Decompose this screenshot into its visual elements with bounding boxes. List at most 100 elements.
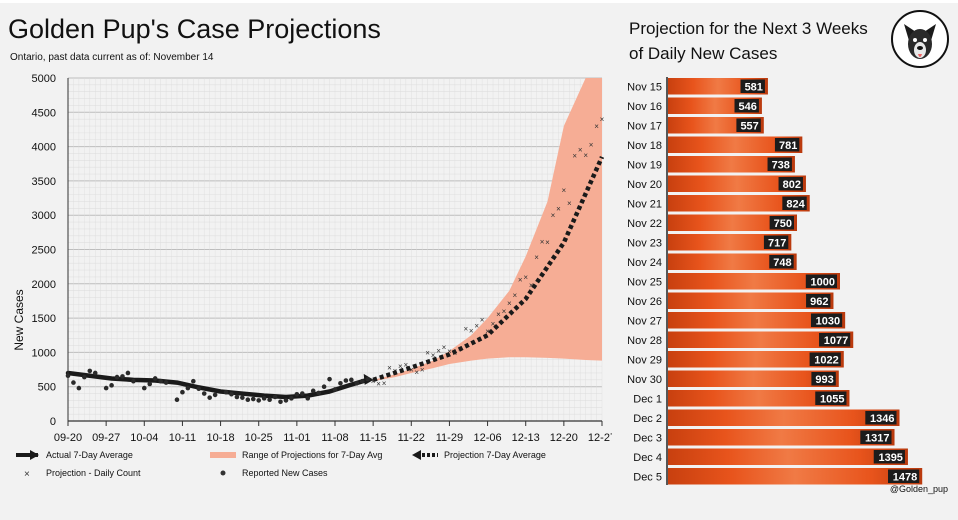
bar-value-box bbox=[769, 216, 794, 230]
reported-point bbox=[294, 391, 300, 397]
projection-daily-point: × bbox=[502, 307, 507, 316]
bar-value-label: 962 bbox=[810, 296, 828, 308]
y-tick-label: 0 bbox=[50, 416, 56, 428]
svg-text:×: × bbox=[24, 469, 30, 478]
bar-category-label: Dec 5 bbox=[633, 471, 662, 483]
projection-daily-point: × bbox=[594, 122, 599, 131]
bar-value-box bbox=[740, 79, 765, 93]
reported-point bbox=[245, 397, 251, 403]
projection-daily-point: × bbox=[600, 115, 605, 124]
legend-proj-avg: Projection 7-Day Average bbox=[412, 450, 546, 460]
reported-point bbox=[272, 394, 278, 400]
y-tick-label: 500 bbox=[38, 382, 56, 394]
page-subtitle: Ontario, past data current as of: Novemb… bbox=[10, 52, 214, 63]
actual-average-line bbox=[65, 370, 370, 400]
projection-daily-point: × bbox=[463, 325, 468, 334]
bar-value-box bbox=[734, 99, 759, 113]
axes bbox=[67, 78, 603, 426]
projection-daily-point: × bbox=[398, 362, 403, 371]
projection-daily-point: × bbox=[469, 327, 474, 336]
bar-value-box bbox=[819, 333, 851, 347]
x-tick-labels: 09-20 09-27 10-04 10-11 10-18 10-25 11-01 11-08… bbox=[54, 432, 612, 444]
y-tick-label: 1500 bbox=[32, 313, 56, 325]
x-tick-label: 09-27 bbox=[92, 432, 120, 444]
y-tick-label: 2500 bbox=[32, 245, 56, 257]
bar bbox=[668, 448, 908, 465]
bar-value-label: 802 bbox=[783, 179, 801, 191]
reported-point bbox=[354, 380, 360, 386]
reported-point bbox=[103, 385, 109, 391]
bar bbox=[668, 253, 797, 270]
reported-point bbox=[332, 387, 338, 392]
reported-point bbox=[163, 380, 169, 385]
projection-line-chart: × × ×× × × ×× × ×× ×× × × × ×× ×××××× ×××× ×××× ××××××××… bbox=[12, 73, 612, 444]
bar-value-box bbox=[736, 118, 761, 132]
bar-value-box bbox=[811, 372, 836, 386]
bar bbox=[668, 390, 850, 407]
bar-value-box bbox=[810, 313, 843, 327]
bar-value-label: 1395 bbox=[878, 452, 902, 464]
bar-value-label: 750 bbox=[774, 218, 792, 230]
projection-daily-point: × bbox=[562, 186, 567, 195]
bar bbox=[668, 312, 846, 329]
bar-value-label: 824 bbox=[786, 198, 805, 210]
reported-point bbox=[87, 368, 93, 374]
reported-point bbox=[120, 374, 125, 379]
chart-legend: Actual 7-Day Average × Projection - Dail… bbox=[14, 450, 614, 490]
projection-daily-point: × bbox=[442, 343, 447, 352]
bar-value-box bbox=[778, 177, 803, 191]
bar-value-box bbox=[860, 430, 892, 444]
x-tick-label: 11-01 bbox=[283, 432, 310, 444]
reported-point bbox=[185, 385, 191, 391]
reported-point bbox=[256, 398, 262, 403]
author-credit: @Golden_pup bbox=[889, 484, 948, 494]
bar-category-label: Nov 24 bbox=[627, 257, 662, 269]
bar bbox=[668, 409, 900, 426]
projection-range-area bbox=[373, 78, 602, 382]
bar bbox=[668, 195, 810, 212]
bar-chart-title: Projection for the Next 3 Weeks of Daily… bbox=[629, 19, 868, 63]
bar bbox=[668, 370, 839, 387]
reported-point bbox=[196, 386, 202, 392]
reported-point bbox=[261, 396, 267, 401]
reported-point bbox=[92, 370, 98, 376]
bar-value-box bbox=[865, 411, 897, 425]
bar-category-label: Nov 26 bbox=[627, 296, 662, 308]
y-axis-label: New Cases bbox=[12, 289, 26, 350]
x-tick-label: 12-27 bbox=[588, 432, 612, 444]
bar bbox=[668, 292, 834, 309]
bar-category-label: Nov 16 bbox=[627, 101, 662, 113]
projection-daily-point: × bbox=[371, 377, 376, 386]
legend-dot-marker-icon bbox=[220, 470, 226, 476]
bar-category-label: Nov 20 bbox=[627, 179, 662, 191]
bar bbox=[668, 234, 792, 251]
reported-point bbox=[289, 396, 294, 401]
reported-point bbox=[174, 397, 180, 403]
x-tick-label: 10-18 bbox=[207, 432, 235, 444]
bar-value-label: 1478 bbox=[893, 471, 917, 483]
bar-value-label: 1346 bbox=[870, 413, 894, 425]
legend-dotted-arrow-icon bbox=[412, 450, 438, 460]
bar-category-label: Nov 29 bbox=[627, 354, 662, 366]
reported-point bbox=[234, 394, 240, 400]
reported-point bbox=[76, 385, 82, 391]
bar-category-label: Nov 19 bbox=[627, 159, 662, 171]
projection-daily-point: × bbox=[376, 380, 381, 389]
projection-daily-point: × bbox=[474, 321, 479, 330]
bar-value-label: 1317 bbox=[865, 432, 889, 444]
bar-value-box bbox=[815, 391, 847, 405]
bar-category-label: Dec 3 bbox=[633, 432, 662, 444]
legend-reported: Reported New Cases bbox=[210, 468, 328, 478]
bar bbox=[668, 214, 797, 231]
reported-point bbox=[207, 395, 212, 400]
page-title: Golden Pup's Case Projections bbox=[8, 14, 381, 44]
bar-value-label: 738 bbox=[772, 159, 790, 171]
y-tick-label: 4000 bbox=[32, 142, 56, 154]
projection-daily-point: × bbox=[425, 348, 430, 357]
projection-daily-point: × bbox=[534, 253, 539, 262]
reported-point bbox=[316, 390, 321, 396]
bar-value-box bbox=[873, 450, 905, 464]
reported-point bbox=[267, 397, 272, 403]
projection-daily-point: × bbox=[583, 151, 588, 160]
bar-category-label: Dec 4 bbox=[633, 452, 662, 464]
